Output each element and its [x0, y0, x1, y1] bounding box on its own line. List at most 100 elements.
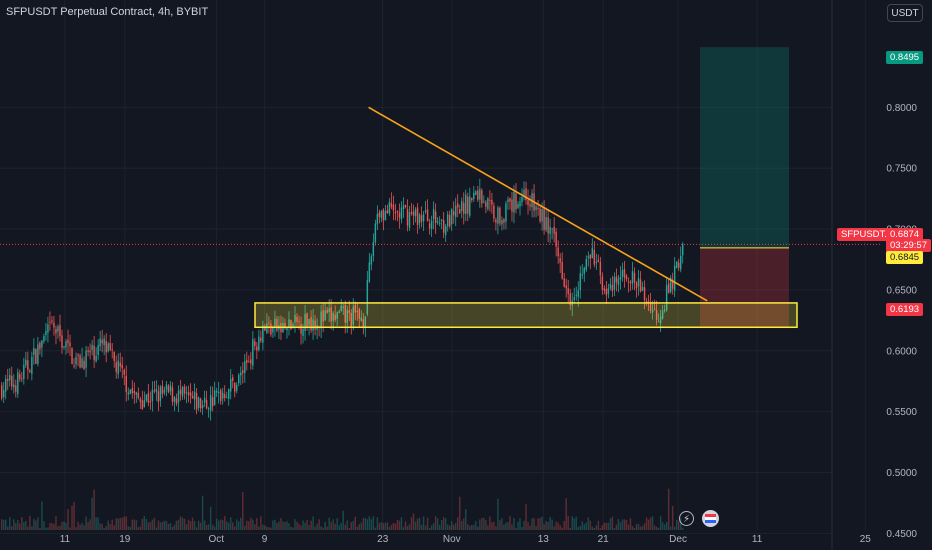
- candle-body: [527, 199, 529, 205]
- candle-body: [603, 288, 606, 291]
- volume-bar: [615, 524, 618, 530]
- candle-body: [230, 378, 232, 392]
- candle-body: [681, 244, 684, 256]
- volume-bar: [113, 525, 115, 530]
- candle-body: [587, 256, 590, 258]
- candle-body: [55, 328, 57, 334]
- volume-bar: [25, 520, 27, 530]
- volume-bar: [85, 516, 87, 530]
- volume-bar: [272, 520, 274, 530]
- volume-bar: [432, 523, 435, 530]
- candle-body: [380, 211, 383, 218]
- volume-bar: [328, 517, 330, 530]
- volume-bar: [115, 518, 117, 530]
- candle-body: [633, 272, 636, 283]
- candle-body: [147, 392, 150, 403]
- candle-body: [272, 327, 274, 333]
- time-tick-label: 21: [598, 534, 610, 545]
- candle-body: [65, 341, 67, 348]
- time-tick-label: 11: [752, 534, 763, 545]
- volume-bar: [657, 527, 660, 530]
- candle-body: [509, 198, 511, 202]
- time-tick-label: Nov: [443, 534, 461, 545]
- volume-bar: [232, 522, 234, 530]
- candle-body: [268, 322, 270, 324]
- volume-bar: [167, 523, 170, 530]
- candle-body: [661, 310, 664, 319]
- volume-bar: [509, 516, 511, 530]
- candle-body: [264, 325, 266, 331]
- candle-body: [63, 346, 65, 348]
- candle-body: [573, 297, 575, 300]
- volume-bar: [621, 519, 624, 530]
- volume-bar: [467, 524, 469, 530]
- candle-body: [442, 220, 445, 233]
- volume-bar: [629, 518, 632, 530]
- volume-bar: [201, 495, 204, 530]
- volume-bar: [324, 521, 326, 530]
- volume-bar: [264, 525, 266, 530]
- candle-body: [173, 396, 176, 402]
- volume-bar: [205, 525, 208, 530]
- candle-body: [19, 374, 21, 379]
- time-axis[interactable]: 11 19 Oct 9 23 Nov 13 21 Dec 11 25: [60, 534, 872, 545]
- candle-body: [505, 203, 507, 222]
- candle-body: [390, 203, 393, 207]
- candle-body: [15, 385, 17, 392]
- volume-bar: [87, 522, 89, 530]
- candle-body: [368, 262, 371, 282]
- volume-bar: [362, 517, 365, 530]
- candle-body: [396, 210, 399, 212]
- volume-bar: [304, 522, 306, 530]
- candle-body: [252, 339, 254, 366]
- candle-body: [312, 319, 314, 331]
- price-axis[interactable]: 0.45000.50000.55000.60000.65000.70000.75…: [886, 103, 917, 540]
- volume-bar: [607, 522, 610, 530]
- candle-body: [3, 390, 5, 398]
- candle-body: [621, 270, 624, 277]
- candle-body: [651, 309, 654, 313]
- volume-bar: [308, 525, 310, 530]
- candle-body: [432, 209, 435, 220]
- chart-grid: [0, 0, 866, 534]
- candle-body: [79, 355, 81, 368]
- volume-bar: [312, 516, 314, 530]
- volume-bar: [141, 518, 144, 530]
- candle-body: [338, 311, 340, 313]
- flag-icon[interactable]: [702, 510, 719, 527]
- volume-bar: [135, 520, 138, 530]
- candle-body: [444, 226, 447, 236]
- volume-bar: [673, 526, 676, 530]
- volume-bar: [374, 527, 377, 530]
- candle-body: [352, 306, 354, 325]
- currency-button[interactable]: USDT: [887, 4, 923, 22]
- volume-bar: [153, 517, 156, 530]
- volume-bar: [292, 527, 294, 530]
- candle-body: [567, 288, 569, 294]
- support-zone: [254, 302, 798, 329]
- candle-body: [205, 400, 208, 409]
- lightning-icon[interactable]: ⚡︎: [679, 511, 694, 526]
- candle-body: [51, 320, 53, 322]
- candle-body: [388, 202, 391, 214]
- chart-drawings[interactable]: [0, 106, 880, 329]
- candle-body: [87, 350, 89, 352]
- candle-body: [175, 398, 178, 404]
- volume-bar: [181, 517, 184, 530]
- volume-bar: [55, 516, 57, 530]
- chart-title: SFPUSDT Perpetual Contract, 4h, BYBIT: [6, 6, 209, 18]
- volume-bar: [318, 519, 320, 530]
- volume-bar: [75, 527, 77, 530]
- volume-bar: [244, 525, 246, 530]
- volume-bar: [342, 510, 344, 530]
- candle-body: [537, 207, 539, 209]
- candle-body: [459, 209, 461, 214]
- volume-bar: [565, 498, 567, 530]
- candle-body: [471, 198, 473, 201]
- candle-body: [61, 335, 63, 348]
- volume-bar: [246, 520, 248, 530]
- long-position-tool[interactable]: [700, 47, 789, 328]
- volume-bar: [15, 522, 17, 530]
- volume-bar: [35, 520, 37, 530]
